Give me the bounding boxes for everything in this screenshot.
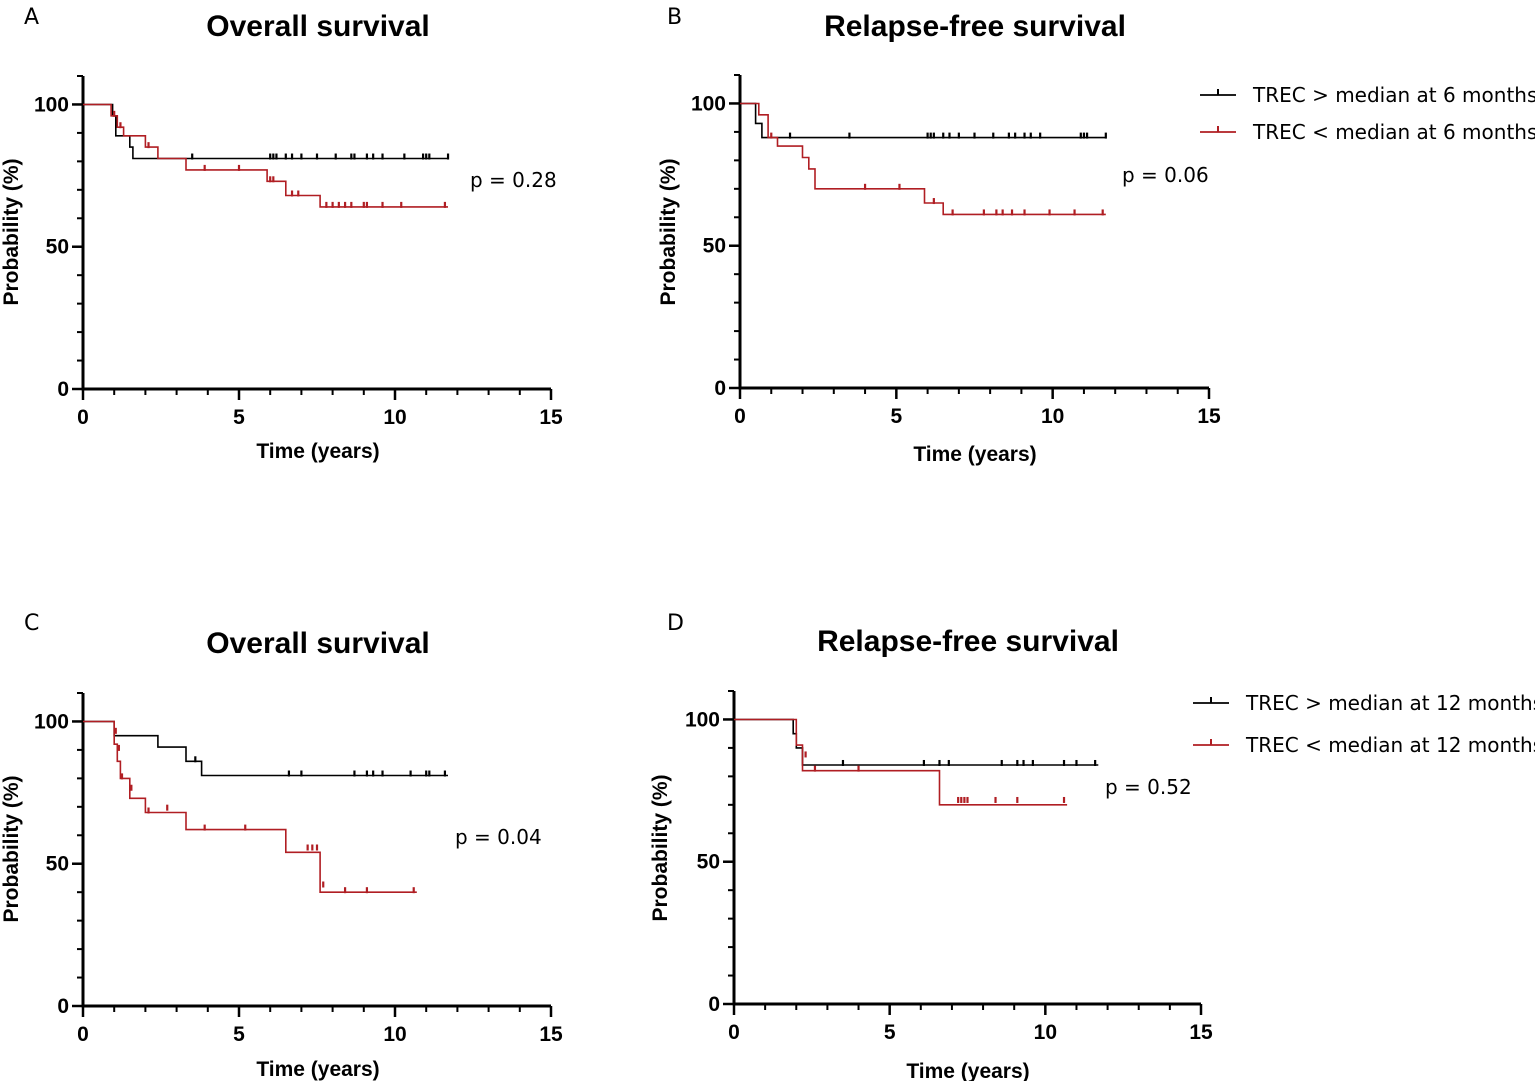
panel-c-series-black-line — [83, 720, 448, 777]
legend-item-red: TREC < median at 6 months — [1200, 120, 1535, 144]
panel-a-y-tick-label: 50 — [46, 236, 69, 259]
panel-c-y-axis-label: Probability (%) — [0, 775, 23, 922]
panel-b-x-tick-label: 5 — [890, 405, 902, 428]
panel-a-x-tick-label: 5 — [233, 406, 245, 429]
panel-c-x-tick-label: 0 — [77, 1023, 89, 1046]
panel-c-title: Overall survival — [206, 627, 429, 660]
legend-item-black: TREC > median at 12 months — [1193, 691, 1535, 715]
legend-item-black: TREC > median at 6 months — [1200, 83, 1535, 107]
panel-a-series-black-line — [83, 103, 448, 160]
panel-letter-c: C — [24, 611, 39, 636]
panel-b-title: Relapse-free survival — [824, 10, 1126, 43]
panel-b-y-axis-label: Probability (%) — [657, 158, 680, 305]
panel-a-p-value: p = 0.28 — [470, 168, 557, 192]
panel-a-series-red-line — [83, 103, 448, 208]
panel-a-y-axis-label: Probability (%) — [0, 158, 23, 305]
panel-d-x-tick-label: 15 — [1189, 1021, 1213, 1044]
panel-b-y-tick-label: 50 — [703, 235, 726, 258]
panel-c-y-tick-label: 100 — [34, 710, 69, 733]
panel-letter-d: D — [667, 611, 684, 636]
panel-b-series-black-line — [740, 102, 1106, 139]
panel-d-y-tick-label: 0 — [708, 993, 720, 1016]
panel-b: B Relapse-free survival p = 0.06 Time (y… — [657, 5, 1535, 466]
panel-a-y-tick-label: 100 — [34, 93, 69, 116]
panel-d-series-black-line — [734, 718, 1099, 766]
panel-c-x-tick-label: 10 — [383, 1023, 406, 1046]
panel-d-series-red-line — [734, 718, 1068, 806]
legend-item-red: TREC < median at 12 months — [1193, 733, 1535, 757]
panel-d-y-axis-label: Probability (%) — [649, 774, 672, 921]
panel-c-y-tick-label: 0 — [57, 995, 69, 1018]
panel-b-y-tick-label: 0 — [714, 377, 726, 400]
panel-d-x-tick-label: 10 — [1034, 1021, 1057, 1044]
panel-a-plot-area: 0 50 100 0 5 10 15 — [34, 75, 563, 429]
panel-b-series-red-line — [740, 102, 1106, 216]
panel-d-y-tick-label: 100 — [685, 708, 720, 731]
panel-b-x-tick-label: 10 — [1041, 405, 1064, 428]
panel-d-plot-area: 0 50 100 0 5 10 15 — [685, 690, 1213, 1044]
legend-label-red: TREC < median at 12 months — [1245, 733, 1535, 757]
panel-a-y-tick-label: 0 — [57, 378, 69, 401]
panel-b-plot-area: 0 50 100 0 5 10 15 — [691, 74, 1221, 428]
panel-a-x-tick-label: 0 — [77, 406, 89, 429]
panel-letter-a: A — [24, 5, 39, 30]
panel-a: A Overall survival p = 0.28 Time (years)… — [0, 5, 563, 463]
panel-d-legend: TREC > median at 12 months TREC < median… — [1193, 691, 1535, 757]
panel-d-p-value: p = 0.52 — [1105, 775, 1192, 799]
panel-c-plot-area: 0 50 100 0 5 10 15 — [34, 692, 563, 1046]
panel-d-y-tick-label: 50 — [697, 851, 720, 874]
panel-b-p-value: p = 0.06 — [1122, 163, 1209, 187]
panel-c-x-tick-label: 5 — [233, 1023, 245, 1046]
panel-d: D Relapse-free survival p = 0.52 Time (y… — [649, 611, 1535, 1081]
panel-c-y-tick-label: 50 — [46, 853, 69, 876]
panel-b-legend: TREC > median at 6 months TREC < median … — [1200, 83, 1535, 144]
panel-d-x-tick-label: 5 — [884, 1021, 896, 1044]
legend-label-red: TREC < median at 6 months — [1252, 120, 1535, 144]
legend-label-black: TREC > median at 12 months — [1245, 691, 1535, 715]
panel-d-x-tick-label: 0 — [728, 1021, 740, 1044]
panel-a-x-axis-label: Time (years) — [256, 440, 379, 463]
panel-c-x-axis-label: Time (years) — [256, 1058, 379, 1081]
panel-c-p-value: p = 0.04 — [455, 825, 542, 849]
panel-a-x-tick-label: 10 — [383, 406, 406, 429]
panel-c-series-red-line — [83, 720, 417, 894]
panel-a-title: Overall survival — [206, 10, 429, 43]
panel-c: C Overall survival p = 0.04 Time (years)… — [0, 611, 563, 1081]
panel-b-x-axis-label: Time (years) — [913, 443, 1036, 466]
panel-b-x-tick-label: 15 — [1197, 405, 1221, 428]
panel-a-x-tick-label: 15 — [539, 406, 563, 429]
panel-d-title: Relapse-free survival — [817, 625, 1119, 658]
legend-label-black: TREC > median at 6 months — [1252, 83, 1535, 107]
panel-letter-b: B — [667, 5, 682, 30]
panel-d-x-axis-label: Time (years) — [906, 1060, 1029, 1081]
panel-b-y-tick-label: 100 — [691, 92, 726, 115]
panel-c-x-tick-label: 15 — [539, 1023, 563, 1046]
panel-b-x-tick-label: 0 — [734, 405, 746, 428]
